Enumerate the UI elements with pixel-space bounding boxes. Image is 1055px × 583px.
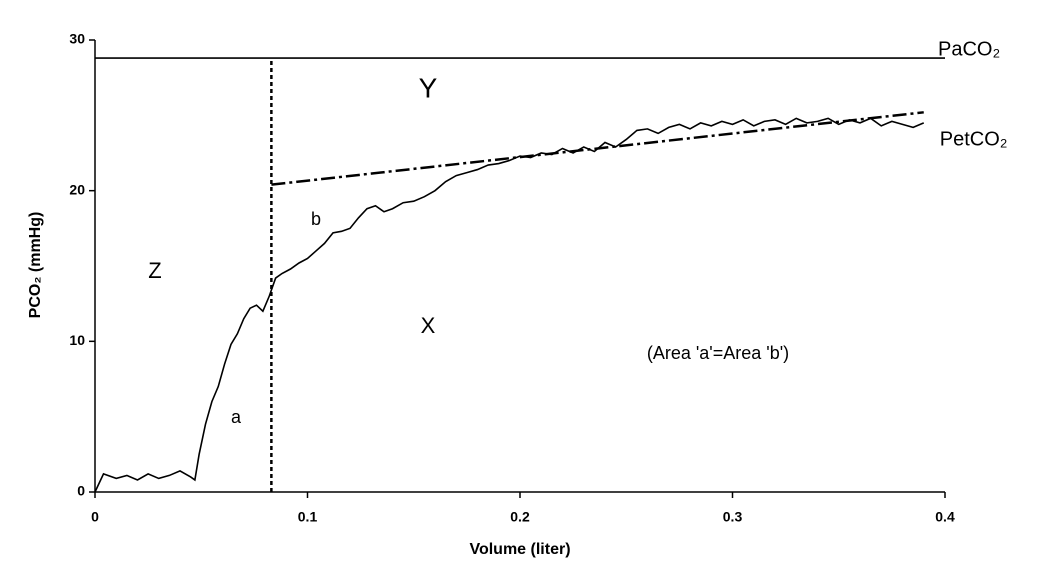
annotation: b	[311, 209, 321, 229]
x-axis-title: Volume (liter)	[469, 541, 570, 558]
series-label: PetCO₂	[940, 129, 1008, 151]
x-tick-label: 0.3	[723, 509, 743, 525]
y-tick-label: 20	[69, 181, 85, 197]
annotation: a	[231, 407, 242, 427]
annotation: Z	[148, 258, 161, 283]
y-axis-title: PCO₂ (mmHg)	[27, 212, 44, 319]
x-tick-label: 0.4	[935, 509, 955, 525]
x-tick-label: 0.1	[298, 509, 318, 525]
y-tick-label: 10	[69, 332, 85, 348]
series-line	[94, 117, 925, 493]
annotation: Y	[419, 72, 438, 103]
x-tick-label: 0	[91, 509, 99, 525]
series-label: PaCO₂	[938, 38, 1000, 60]
y-tick-label: 30	[69, 31, 85, 47]
annotation: X	[421, 313, 436, 338]
x-tick-label: 0.2	[510, 509, 530, 525]
annotation: (Area 'a'=Area 'b')	[647, 343, 789, 363]
y-tick-label: 0	[77, 483, 85, 499]
